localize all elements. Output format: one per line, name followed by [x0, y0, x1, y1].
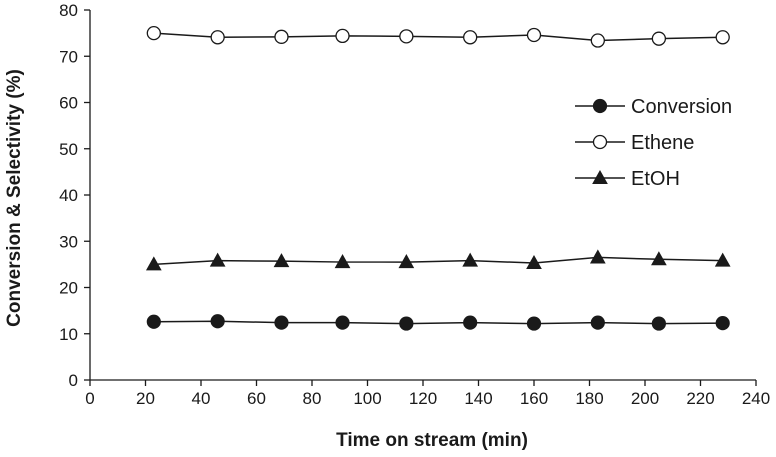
- series-line-conversion: [153, 320, 723, 325]
- x-tick-label: 160: [520, 389, 548, 408]
- series-conversion: [146, 314, 730, 331]
- legend-item-ethene: Ethene: [575, 132, 694, 154]
- data-point-conversion: [210, 314, 225, 329]
- x-tick-label: 140: [464, 389, 492, 408]
- x-tick-label: 40: [192, 389, 211, 408]
- legend-label: Ethene: [631, 132, 694, 154]
- legend-item-etoh: EtOH: [575, 168, 680, 190]
- series-etoh: [145, 249, 731, 271]
- x-tick-label: 60: [247, 389, 266, 408]
- x-tick-label: 180: [575, 389, 603, 408]
- x-axis-title: Time on stream (min): [336, 430, 528, 451]
- data-point-ethene: [210, 30, 225, 45]
- y-tick-label: 0: [69, 371, 78, 390]
- x-tick-label: 80: [303, 389, 322, 408]
- legend-label: Conversion: [631, 96, 732, 118]
- x-axis-ticks: 0 20 40 60 80 100 120 140 160 180 200 220 240: [85, 380, 770, 408]
- data-point-ethene: [399, 29, 414, 44]
- data-point-etoh: [145, 256, 162, 271]
- data-point-etoh: [398, 254, 415, 269]
- data-point-conversion: [715, 316, 730, 331]
- data-point-etoh: [651, 251, 667, 266]
- x-tick-label: 220: [686, 389, 714, 408]
- x-tick-label: 240: [742, 389, 770, 408]
- data-point-ethene: [715, 30, 730, 45]
- y-tick-label: 30: [59, 232, 78, 251]
- legend-label: EtOH: [631, 168, 680, 190]
- data-point-conversion: [651, 316, 666, 331]
- data-point-ethene: [651, 31, 667, 46]
- data-point-etoh: [714, 252, 731, 267]
- data-point-etoh: [209, 252, 226, 267]
- series-line-etoh: [153, 256, 723, 266]
- legend-swatch-marker: [592, 98, 608, 114]
- x-tick-label: 200: [631, 389, 659, 408]
- x-tick-label: 20: [136, 389, 155, 408]
- x-tick-label: 0: [85, 389, 94, 408]
- data-point-ethene: [526, 27, 542, 43]
- series-line-ethene: [153, 32, 723, 42]
- series-ethene: [146, 25, 730, 48]
- y-axis-ticks: 0 10 20 30 40 50 60 70 80: [59, 1, 90, 390]
- series-layer: [145, 25, 731, 331]
- legend-item-conversion: Conversion: [575, 96, 732, 118]
- data-point-conversion: [146, 314, 161, 329]
- legend-swatch-marker: [592, 134, 608, 150]
- data-point-conversion: [463, 315, 478, 330]
- data-point-ethene: [274, 29, 289, 44]
- y-tick-label: 80: [59, 1, 78, 20]
- data-point-conversion: [526, 316, 542, 331]
- x-tick-label: 120: [409, 389, 437, 408]
- data-point-etoh: [589, 249, 606, 264]
- legend: Conversion Ethene EtOH: [575, 96, 732, 190]
- y-tick-label: 20: [59, 279, 78, 298]
- y-tick-label: 60: [59, 94, 78, 113]
- data-point-conversion: [274, 315, 289, 330]
- y-axis-title: Conversion & Selectivity (%): [4, 69, 25, 327]
- x-tick-label: 100: [353, 389, 381, 408]
- data-point-conversion: [590, 315, 605, 330]
- y-tick-label: 50: [59, 140, 78, 159]
- data-point-ethene: [463, 30, 478, 45]
- data-point-ethene: [335, 28, 350, 44]
- y-tick-label: 70: [59, 47, 78, 66]
- data-point-etoh: [273, 253, 290, 268]
- data-point-ethene: [590, 33, 605, 48]
- y-tick-label: 10: [59, 325, 78, 344]
- data-point-etoh: [526, 254, 542, 269]
- data-point-ethene: [146, 25, 161, 41]
- y-tick-label: 40: [59, 186, 78, 205]
- data-point-etoh: [334, 254, 351, 269]
- data-point-conversion: [399, 316, 414, 331]
- data-point-etoh: [462, 252, 479, 267]
- legend-swatch-marker: [592, 169, 608, 184]
- data-point-conversion: [335, 315, 350, 330]
